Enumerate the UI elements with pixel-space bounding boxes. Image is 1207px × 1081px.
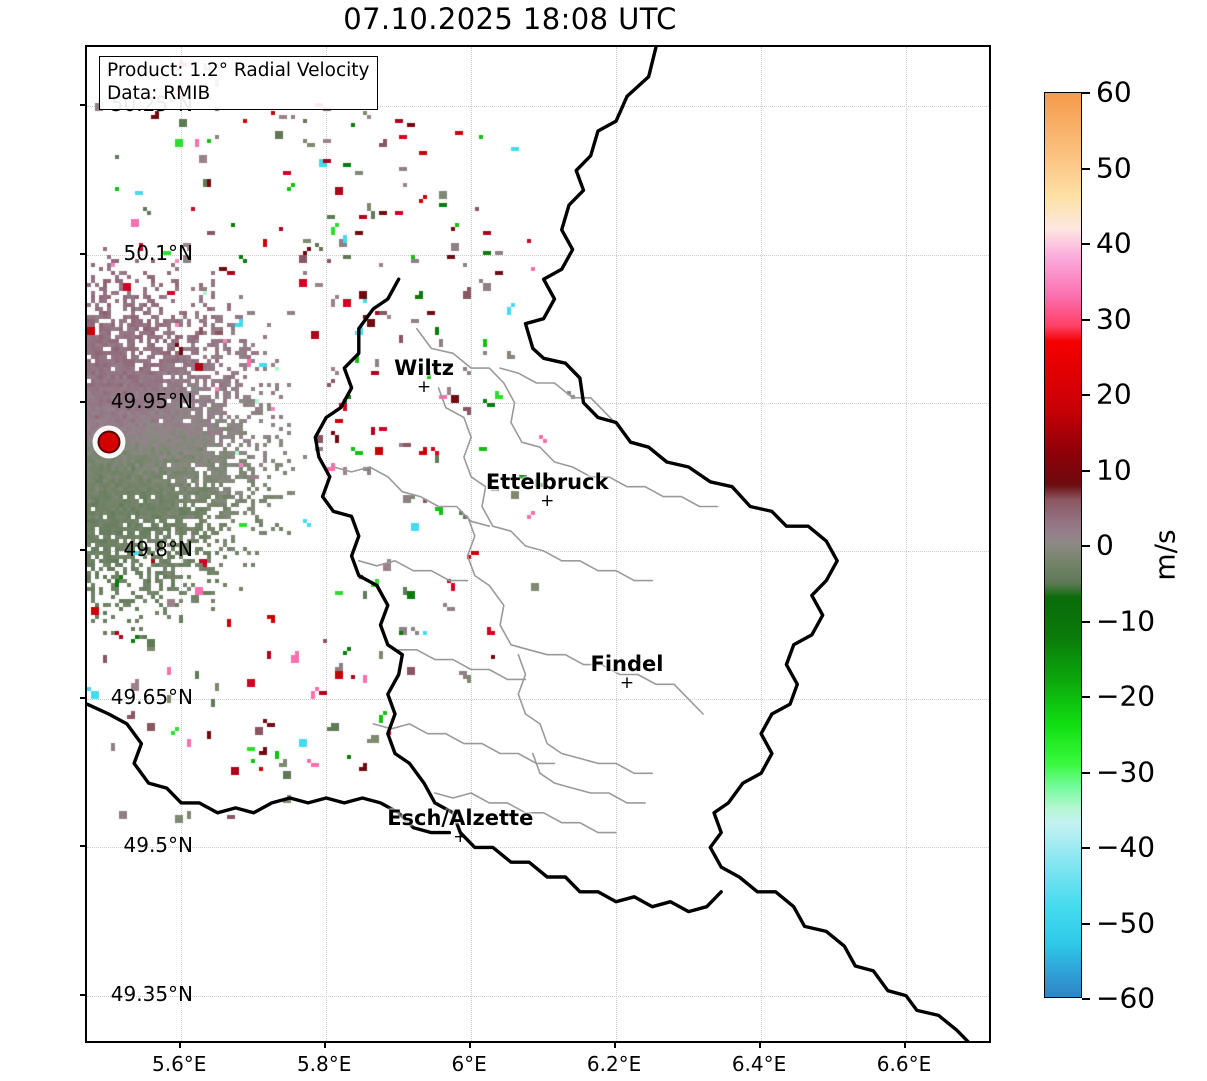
- national-border: [523, 47, 970, 1041]
- map-borders: [87, 47, 970, 1041]
- colorbar-unit-label: m/s: [1148, 529, 1182, 581]
- province-border: [532, 752, 646, 804]
- radar-echo-layer: [87, 47, 989, 1041]
- national-border: [87, 702, 452, 835]
- province-border: [416, 327, 719, 508]
- province-border: [358, 560, 469, 582]
- y-axis-label: 49.65°N: [110, 685, 193, 710]
- colorbar-tick: [1082, 847, 1090, 849]
- province-border: [332, 466, 491, 527]
- province-border: [466, 515, 704, 715]
- colorbar-tick-label: 20: [1096, 377, 1132, 411]
- x-axis-tick: [759, 1043, 762, 1048]
- y-axis-tick: [80, 104, 85, 107]
- y-axis-tick: [80, 548, 85, 551]
- province-border: [372, 723, 556, 765]
- province-border: [499, 367, 621, 429]
- plot-inner: Wiltz + Ettelbruck + Findel + Esch/Alzette + Pr…: [87, 47, 989, 1041]
- province-border: [397, 649, 527, 681]
- y-axis-label: 49.95°N: [110, 388, 193, 413]
- colorbar-tick-label: 60: [1096, 75, 1132, 109]
- national-border: [313, 277, 723, 914]
- radar-map-plot[interactable]: Wiltz + Ettelbruck + Findel + Esch/Alzette + Pr…: [85, 45, 991, 1043]
- colorbar-tick: [1082, 167, 1090, 170]
- x-axis-tick: [469, 1043, 472, 1048]
- colorbar-tick: [1082, 92, 1090, 94]
- province-border: [437, 387, 654, 582]
- colorbar-tick-label: −50: [1096, 906, 1156, 939]
- x-axis-label: 5.6°E: [151, 1052, 207, 1076]
- x-axis-label: 6.4°E: [731, 1052, 787, 1076]
- data-source-line: Data: RMIB: [107, 82, 211, 104]
- y-axis-label: 49.8°N: [123, 536, 194, 561]
- colorbar-tick: [1082, 620, 1090, 623]
- y-axis-tick: [80, 845, 85, 848]
- y-axis-tick: [80, 252, 85, 255]
- radar-site-marker: [97, 430, 121, 454]
- colorbar-tick-label: −60: [1096, 981, 1156, 1015]
- province-border: [434, 792, 617, 834]
- page-title: 07.10.2025 18:08 UTC: [343, 2, 677, 36]
- colorbar-tick-label: 0: [1096, 528, 1114, 562]
- product-info-box: Product: 1.2° Radial Velocity Data: RMIB: [99, 56, 378, 111]
- colorbar-tick: [1082, 998, 1090, 1000]
- colorbar-tick: [1082, 318, 1090, 321]
- x-axis-label: 5.8°E: [296, 1052, 352, 1076]
- x-axis-label: 6.6°E: [876, 1052, 932, 1076]
- colorbar-tick: [1082, 545, 1090, 547]
- y-axis-tick: [80, 400, 85, 403]
- y-axis-label: 50.1°N: [123, 240, 194, 265]
- x-axis-tick: [179, 1043, 182, 1048]
- x-axis-tick: [614, 1043, 617, 1048]
- x-axis-tick: [324, 1043, 327, 1048]
- colorbar-tick-label: 10: [1096, 453, 1132, 486]
- x-axis-tick: [904, 1043, 907, 1048]
- colorbar-tick: [1082, 394, 1090, 396]
- colorbar-tick-label: −10: [1096, 604, 1156, 637]
- colorbar-tick-label: −30: [1096, 755, 1156, 788]
- colorbar-tick-label: −20: [1096, 679, 1156, 713]
- product-line: Product: 1.2° Radial Velocity: [107, 60, 370, 81]
- colorbar-tick-label: 30: [1096, 302, 1132, 335]
- y-axis-tick: [80, 697, 85, 700]
- colorbar-tick: [1082, 696, 1090, 698]
- colorbar-tick-label: −40: [1096, 830, 1156, 864]
- x-axis-label: 6.2°E: [586, 1052, 642, 1076]
- y-axis-label: 49.5°N: [123, 833, 194, 858]
- colorbar-gradient: [1044, 92, 1082, 998]
- colorbar-tick: [1082, 243, 1090, 245]
- y-axis-label: 49.35°N: [110, 981, 193, 1006]
- colorbar-tick-label: 40: [1096, 226, 1132, 260]
- y-axis-tick: [80, 993, 85, 996]
- colorbar-tick: [1082, 469, 1090, 472]
- colorbar-tick-label: 50: [1096, 151, 1132, 184]
- colorbar-tick: [1082, 922, 1090, 925]
- province-border: [517, 653, 654, 775]
- x-axis-label: 6°E: [451, 1052, 487, 1076]
- colorbar-tick: [1082, 771, 1090, 774]
